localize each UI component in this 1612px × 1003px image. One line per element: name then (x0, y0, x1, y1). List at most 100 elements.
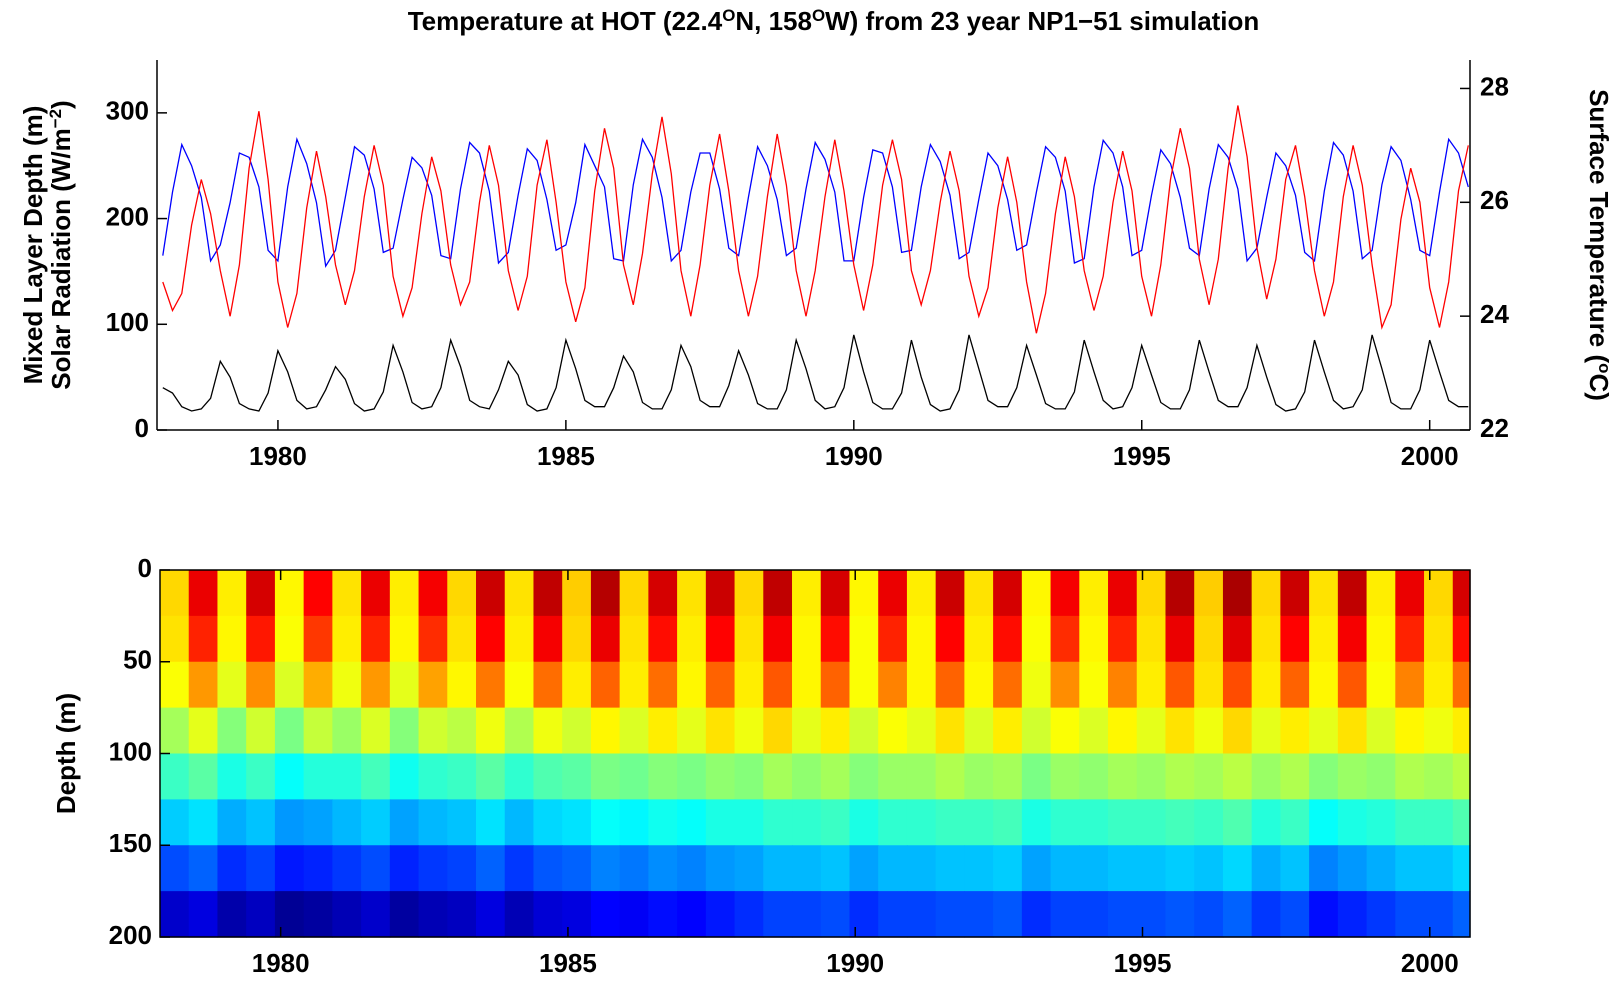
contour-cell (1021, 753, 1052, 800)
y-axis-label-part: ) (46, 100, 76, 109)
contour-cell (533, 707, 563, 755)
y2-tick-label: 26 (1480, 185, 1509, 215)
contour-cell (849, 707, 879, 755)
contour-cell (274, 845, 305, 892)
y-axis-label-part: Mixed Layer Depth (m) (18, 106, 48, 385)
contour-cell (1280, 707, 1310, 755)
x-tick-label: 1985 (539, 948, 597, 978)
contour-cell (964, 615, 994, 663)
contour-cell (964, 753, 994, 800)
contour-cell (677, 845, 707, 892)
contour-cell (1424, 799, 1454, 846)
series-line (162, 334, 1469, 412)
x-tick-label: 1980 (249, 441, 307, 471)
contour-cell (705, 570, 736, 617)
x-tick-label: 1990 (825, 441, 883, 471)
contour-cell (504, 661, 535, 709)
y-tick-label: 200 (106, 201, 149, 231)
contour-cell (1079, 707, 1109, 755)
y2-tick-label: 24 (1480, 299, 1509, 329)
contour-cell (1337, 799, 1368, 846)
contour-cell (1452, 891, 1471, 938)
contour-cell (418, 845, 448, 892)
contour-cell (1136, 799, 1167, 846)
y2-axis-label-part: Surface Temperature ( (1584, 89, 1612, 363)
contour-cell (562, 799, 592, 846)
contour-cell (1021, 799, 1052, 846)
contour-cell (619, 570, 649, 617)
contour-cell (935, 891, 965, 938)
contour-cell (648, 799, 678, 846)
contour-cell (993, 707, 1023, 755)
contour-cell (964, 845, 994, 892)
contour-cell (1108, 891, 1138, 938)
contour-cell (1136, 615, 1167, 663)
contour-cell (705, 753, 736, 800)
contour-cell (246, 615, 276, 663)
contour-cell (389, 891, 420, 938)
contour-cell (562, 570, 592, 617)
contour-cell (1424, 753, 1454, 800)
contour-cell (1395, 891, 1425, 938)
contour-cell (705, 799, 736, 846)
y-tick-label: 100 (109, 736, 152, 766)
contour-cell (160, 615, 190, 663)
contour-cell (274, 661, 305, 709)
contour-cell (792, 891, 822, 938)
contour-cell (361, 753, 391, 800)
contour-cell (964, 661, 994, 709)
contour-cell (160, 753, 190, 800)
contour-cell (993, 615, 1023, 663)
contour-cell (763, 845, 793, 892)
contour-cell (1395, 615, 1425, 663)
contour-cell (619, 891, 649, 938)
contour-cell (964, 570, 994, 617)
contour-cell (1280, 570, 1310, 617)
contour-cell (1366, 615, 1396, 663)
y-tick-label: 200 (109, 920, 152, 950)
contour-cell (1366, 570, 1396, 617)
contour-cell (476, 707, 506, 755)
contour-cell (1337, 707, 1368, 755)
x-tick-label: 1990 (826, 948, 884, 978)
contour-cell (504, 753, 535, 800)
contour-cell (1251, 845, 1281, 892)
contour-cell (1309, 661, 1339, 709)
contour-cell (562, 661, 592, 709)
y-axis-label: Solar Radiation (W/m−2) (46, 100, 77, 389)
contour-cell (1165, 707, 1195, 755)
contour-cell (533, 570, 563, 617)
chart-title-part: N, 158 (735, 6, 812, 36)
contour-cell (1452, 661, 1471, 709)
contour-cell (763, 615, 793, 663)
contour-cell (1079, 615, 1109, 663)
contour-cell (1050, 891, 1080, 938)
contour-cell (1165, 661, 1195, 709)
contour-cell (160, 570, 190, 617)
contour-cell (246, 707, 276, 755)
contour-cell (906, 615, 937, 663)
contour-cell (619, 753, 649, 800)
contour-cell (906, 661, 937, 709)
contour-cell (1194, 570, 1224, 617)
contour-cell (734, 799, 764, 846)
contour-cell (935, 615, 965, 663)
contour-cell (820, 570, 851, 617)
contour-cell (590, 799, 621, 846)
contour-cell (878, 891, 908, 938)
contour-cell (1452, 845, 1471, 892)
contour-cell (590, 707, 621, 755)
contour-cell (447, 845, 477, 892)
contour-cell (476, 753, 506, 800)
contour-cell (303, 615, 333, 663)
contour-cell (619, 661, 649, 709)
contour-cell (648, 570, 678, 617)
contour-cell (993, 570, 1023, 617)
contour-cell (418, 615, 448, 663)
contour-cell (964, 799, 994, 846)
contour-cell (1222, 753, 1253, 800)
contour-cell (1395, 707, 1425, 755)
contour-cell (1222, 799, 1253, 846)
contour-cell (303, 891, 333, 938)
contour-cell (705, 661, 736, 709)
